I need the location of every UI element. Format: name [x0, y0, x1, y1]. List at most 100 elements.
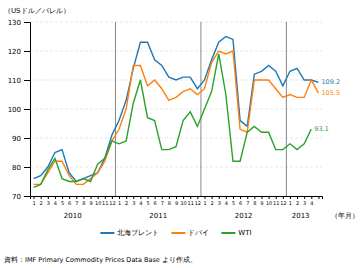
- x-tick: 9: [89, 196, 92, 206]
- legend-item: WTI: [221, 229, 251, 237]
- end-labels: 109.2105.593.1: [314, 78, 340, 133]
- legend-label: ドバイ: [188, 229, 209, 237]
- x-tick-mark: [62, 196, 63, 199]
- y-tick-label: 90: [12, 135, 21, 143]
- x-tick-mark: [254, 196, 255, 199]
- x-tick: 1: [203, 196, 206, 206]
- x-tick-label: 7: [246, 200, 249, 206]
- x-tick: 4: [225, 196, 228, 206]
- x-tick: 8: [82, 196, 85, 206]
- x-tick: 4: [54, 196, 57, 206]
- year-separators: [115, 22, 286, 196]
- year-label: 2011: [149, 212, 167, 220]
- lines: [34, 37, 319, 188]
- x-tick-label: 2: [125, 200, 128, 206]
- x-tick-label: 10: [95, 200, 101, 206]
- x-tick: 4: [310, 196, 313, 206]
- x-axis-title: （年月）: [331, 212, 359, 220]
- x-tick: 11: [188, 196, 194, 206]
- x-tick: 10: [180, 196, 186, 206]
- x-tick: 6: [154, 196, 157, 206]
- x-tick: 8: [168, 196, 171, 206]
- x-tick: 7: [75, 196, 78, 206]
- y-tick-label: 130: [8, 19, 21, 27]
- x-tick-label: 9: [89, 200, 92, 206]
- y-tick: 70: [12, 193, 30, 201]
- x-tick: 2: [211, 196, 214, 206]
- x-tick-label: 9: [260, 200, 263, 206]
- chart-container: 7080901001101201301234567891011121234567…: [0, 0, 362, 268]
- x-tick-mark: [126, 196, 127, 199]
- x-tick: 7: [246, 196, 249, 206]
- x-tick-label: 6: [154, 200, 157, 206]
- x-tick-mark: [219, 196, 220, 199]
- x-tick-mark: [112, 196, 113, 199]
- x-tick-mark: [233, 196, 234, 199]
- y-tick-label: 80: [12, 164, 21, 172]
- series-line: [34, 51, 319, 184]
- x-tick-label: 9: [175, 200, 178, 206]
- x-tick-mark: [98, 196, 99, 199]
- y-axis: 708090100110120130: [8, 19, 31, 201]
- x-tick-mark: [76, 196, 77, 199]
- x-tick-mark: [69, 196, 70, 199]
- x-tick: 2: [296, 196, 299, 206]
- x-tick-mark: [269, 196, 270, 199]
- grid: [30, 22, 322, 196]
- x-tick-label: 10: [180, 200, 186, 206]
- year-label: 2012: [235, 212, 253, 220]
- y-tick: 100: [8, 106, 30, 114]
- x-tick-label: 5: [146, 200, 149, 206]
- x-tick-mark: [240, 196, 241, 199]
- x-tick: 8: [253, 196, 256, 206]
- x-tick-label: 12: [280, 200, 286, 206]
- legend-item: ドバイ: [171, 229, 209, 237]
- x-tick-label: 8: [253, 200, 256, 206]
- x-tick: 2: [125, 196, 128, 206]
- x-tick-mark: [34, 196, 35, 199]
- x-axis: 1234567891011121234567891011121234567891…: [31, 196, 323, 206]
- x-tick: 5: [232, 196, 235, 206]
- x-tick: 2: [40, 196, 43, 206]
- x-tick: 10: [95, 196, 101, 206]
- x-tick-mark: [290, 196, 291, 199]
- x-tick: 5: [61, 196, 64, 206]
- x-tick: 11: [102, 196, 108, 206]
- y-tick-label: 70: [12, 193, 21, 201]
- x-tick-mark: [119, 196, 120, 199]
- x-tick-label: 11: [273, 200, 279, 206]
- x-tick: 7: [161, 196, 164, 206]
- legend-swatch: [221, 232, 235, 234]
- legend-swatch: [100, 232, 114, 234]
- x-tick-label: 3: [218, 200, 221, 206]
- x-tick-mark: [55, 196, 56, 199]
- y-tick: 80: [12, 164, 30, 172]
- x-tick: 4: [139, 196, 142, 206]
- x-tick-mark: [133, 196, 134, 199]
- x-tick-label: 5: [61, 200, 64, 206]
- y-tick-mark: [24, 167, 30, 168]
- x-tick-label: 1: [118, 200, 121, 206]
- x-tick: 12: [280, 196, 286, 206]
- x-tick-mark: [261, 196, 262, 199]
- x-tick-mark: [283, 196, 284, 199]
- x-tick: 9: [260, 196, 263, 206]
- x-tick-mark: [83, 196, 84, 199]
- year-separator: [115, 22, 116, 196]
- x-tick-mark: [176, 196, 177, 199]
- x-tick-label: 2: [296, 200, 299, 206]
- x-tick-label: 1: [203, 200, 206, 206]
- x-tick: 11: [273, 196, 279, 206]
- legend: 北海ブレント ドバイ WTI: [100, 229, 251, 237]
- x-tick: 12: [195, 196, 201, 206]
- legend-item: 北海ブレント: [100, 229, 159, 237]
- end-label: 93.1: [314, 125, 328, 133]
- x-tick-label: 2: [40, 200, 43, 206]
- x-tick: 5: [146, 196, 149, 206]
- x-tick-mark: [212, 196, 213, 199]
- x-tick: 9: [175, 196, 178, 206]
- x-tick-label: 10: [266, 200, 272, 206]
- x-tick-mark: [183, 196, 184, 199]
- year-separator: [286, 22, 287, 196]
- x-tick-label: 2: [211, 200, 214, 206]
